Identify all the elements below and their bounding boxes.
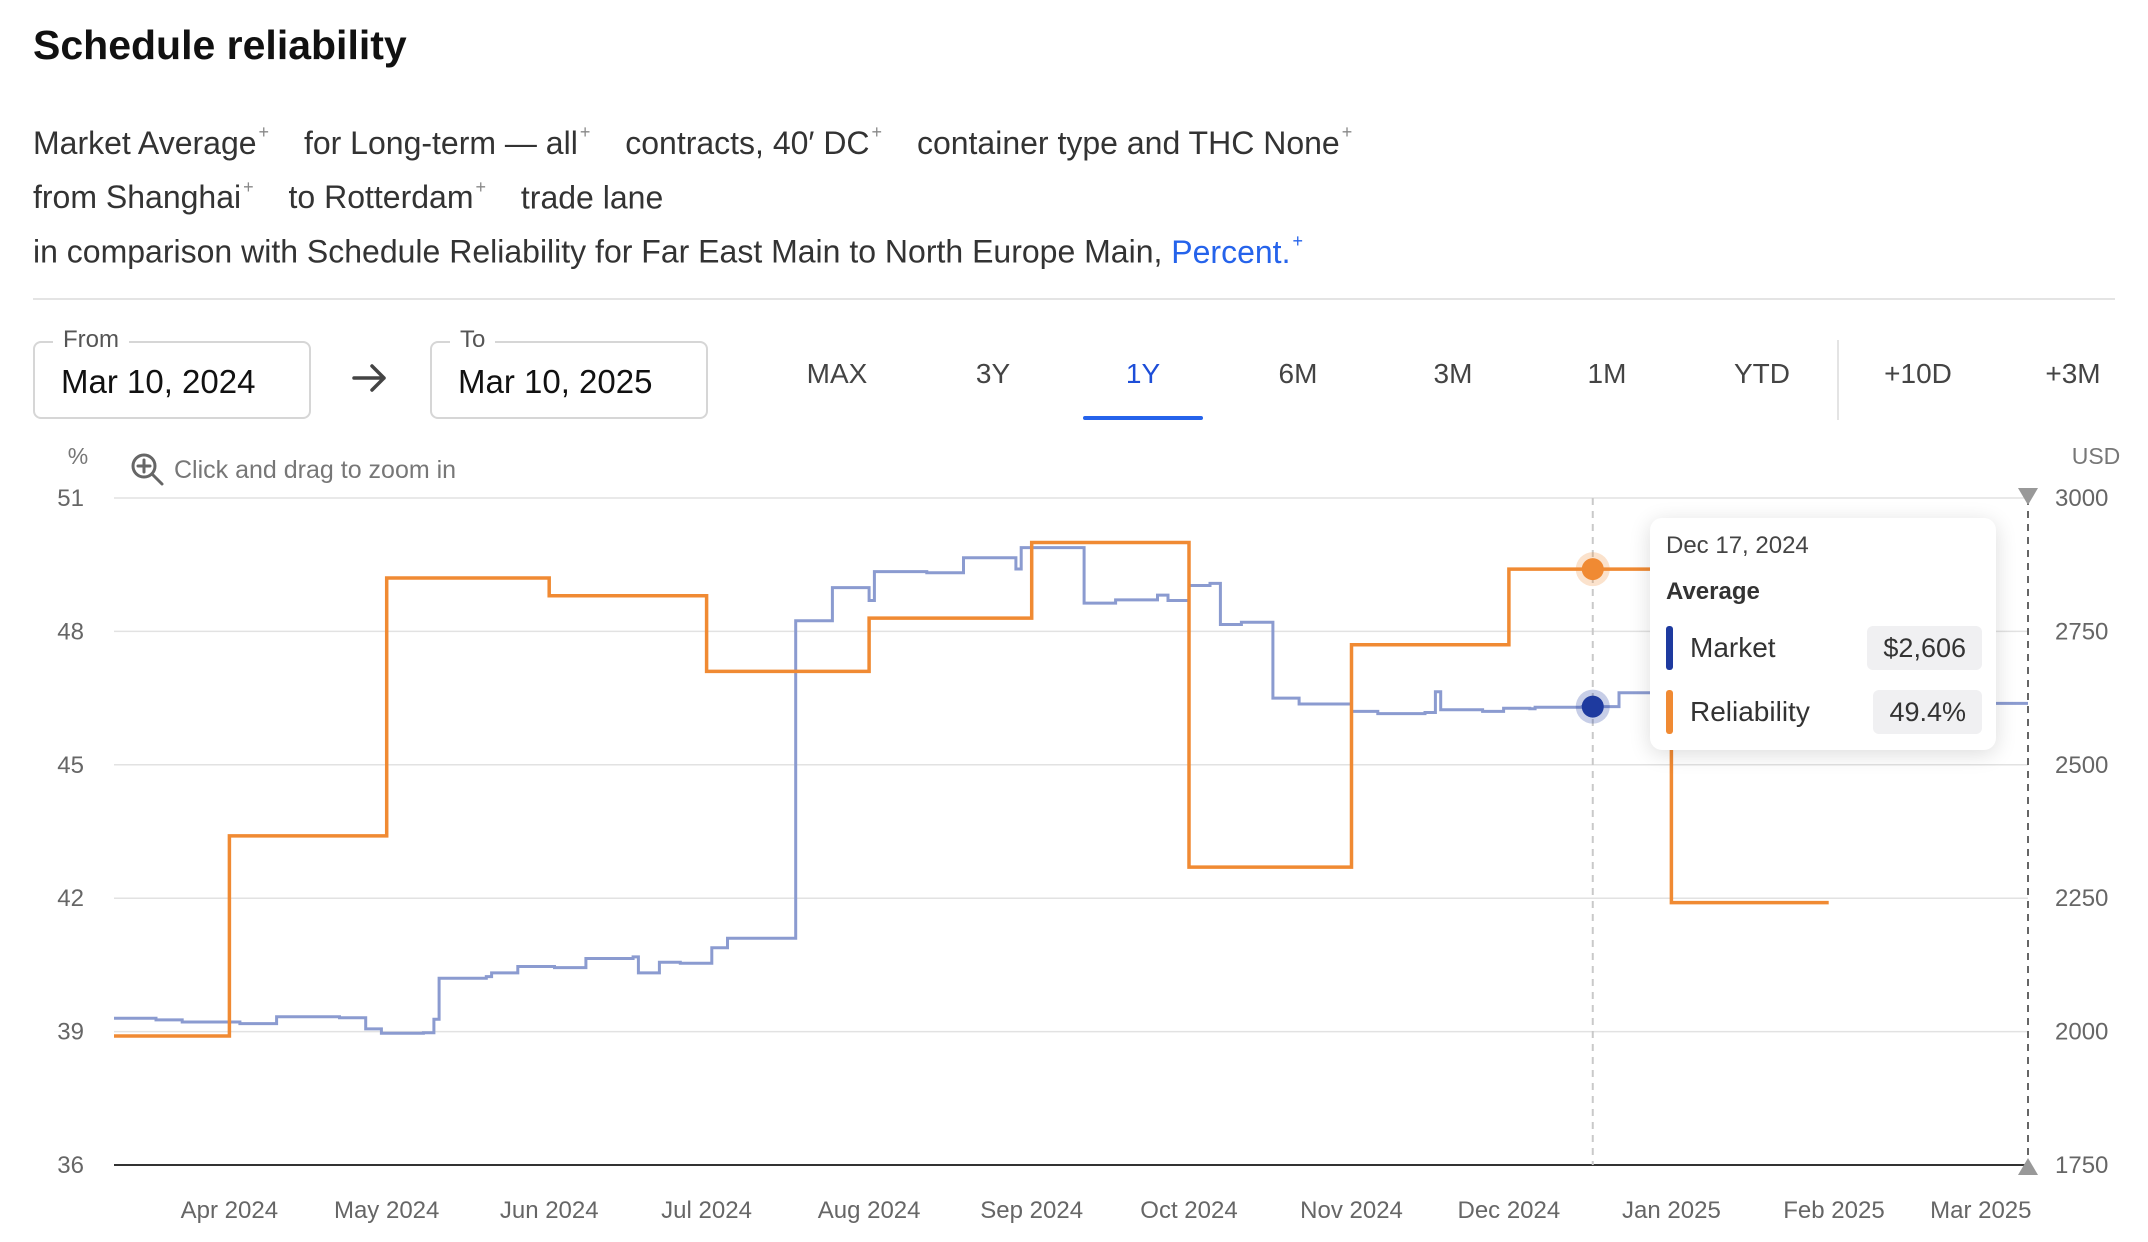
to-date-value[interactable]: Mar 10, 2025: [458, 363, 653, 400]
from-date-field[interactable]: From Mar 10, 2024: [33, 326, 311, 419]
tooltip-series-name: Reliability: [1690, 696, 1810, 727]
chart-tooltip: Dec 17, 2024 Average Market $2,606 Relia…: [1650, 518, 1996, 750]
filter-destination[interactable]: to Rotterdam +: [288, 176, 487, 216]
page-title: Schedule reliability: [33, 22, 407, 68]
from-date-label: From: [53, 326, 129, 354]
trade-lane-text: trade lane: [520, 179, 664, 216]
range-button-ytd[interactable]: YTD: [1734, 358, 1790, 389]
x-tick-label: Feb 2025: [1783, 1197, 1884, 1224]
reliability-swatch: [1666, 690, 1673, 734]
market-marker: [1581, 695, 1604, 718]
y-right-tick-label: 2000: [2055, 1019, 2108, 1046]
from-date-value[interactable]: Mar 10, 2024: [61, 363, 256, 400]
x-tick-label: Apr 2024: [181, 1197, 278, 1224]
chart-description: Market Average + for Long-term — all + con…: [33, 112, 1378, 276]
to-date-label: To: [450, 326, 496, 354]
tooltip-series-value: 49.4%: [1873, 690, 1982, 734]
zoom-hint-text: Click and drag to zoom in: [174, 455, 457, 484]
range-button-1y[interactable]: 1Y: [1125, 358, 1161, 389]
y-left-unit: %: [68, 443, 88, 469]
y-right-tick-label: 1750: [2055, 1152, 2108, 1179]
filter-contract-type[interactable]: for Long-term — all +: [303, 122, 591, 161]
range-end-top-marker: [2018, 488, 2038, 505]
market-series-line: [114, 546, 2028, 1035]
tooltip-date: Dec 17, 2024: [1666, 532, 1809, 559]
filter-market-average[interactable]: Market Average +: [33, 122, 270, 161]
y-right-tick-label: 2750: [2055, 618, 2108, 645]
description-line-3: in comparison with Schedule Reliability …: [33, 221, 1378, 276]
chart-plot[interactable]: 36 39 42 45 48 51 1750 2000 2250 2500 2750 3000% USD…: [0, 430, 2148, 1242]
filter-container-type[interactable]: contracts, 40′ DC +: [625, 122, 883, 161]
divider: [33, 298, 2115, 300]
y-right-tick-label: 3000: [2055, 485, 2108, 512]
tooltip-series-value: $2,606: [1867, 626, 1982, 670]
x-tick-label: Dec 2024: [1457, 1197, 1560, 1224]
x-tick-label: Oct 2024: [1140, 1197, 1237, 1224]
filter-origin[interactable]: from Shanghai +: [33, 176, 254, 216]
unit-link[interactable]: Percent. +: [1171, 231, 1303, 270]
reliability-marker: [1581, 558, 1604, 581]
y-left-tick-label: 36: [57, 1152, 84, 1179]
range-button-plus-10d[interactable]: +10D: [1884, 358, 1952, 389]
zoom-in-icon: [131, 453, 164, 486]
tooltip-heading: Average: [1666, 578, 1760, 605]
to-date-field[interactable]: To Mar 10, 2025: [430, 326, 708, 419]
range-button-6m[interactable]: 6M: [1278, 358, 1318, 389]
range-button-1m[interactable]: 1M: [1587, 358, 1627, 389]
range-end-bottom-marker: [2018, 1158, 2038, 1175]
tooltip-row-reliability: Reliability 49.4%: [1666, 688, 1982, 736]
filter-thc[interactable]: container type and THC None +: [916, 122, 1353, 161]
range-button-3y[interactable]: 3Y: [975, 358, 1011, 389]
arrow-right-icon: [352, 364, 386, 392]
y-left-tick-label: 42: [57, 885, 84, 912]
x-tick-label: Jul 2024: [661, 1197, 752, 1224]
description-line-1: Market Average + for Long-term — all + con…: [33, 112, 1378, 167]
x-tick-label: Jun 2024: [500, 1197, 599, 1224]
range-separator: [1837, 340, 1839, 420]
y-left-tick-label: 39: [57, 1019, 84, 1046]
active-range-indicator: [1083, 416, 1203, 420]
zoom-hint: Click and drag to zoom in: [130, 452, 456, 488]
y-right-unit: USD: [2072, 443, 2121, 469]
comparison-text: in comparison with Schedule Reliability …: [33, 233, 1163, 270]
y-left-tick-label: 45: [57, 752, 84, 779]
y-right-tick-label: 2500: [2055, 752, 2108, 779]
y-left-tick-label: 48: [57, 618, 84, 645]
range-button-plus-3m[interactable]: +3M: [2045, 358, 2101, 389]
range-button-3m[interactable]: 3M: [1433, 358, 1473, 389]
x-tick-label: May 2024: [334, 1197, 439, 1224]
tooltip-series-name: Market: [1690, 632, 1776, 663]
reliability-series-line: [114, 540, 1829, 1038]
x-tick-label: Aug 2024: [818, 1197, 921, 1224]
x-tick-label: Sep 2024: [980, 1197, 1083, 1224]
x-tick-label: Jan 2025: [1622, 1197, 1721, 1224]
x-tick-label: Nov 2024: [1300, 1197, 1403, 1224]
tooltip-row-market: Market $2,606: [1666, 624, 1982, 672]
description-line-2: from Shanghai + to Rotterdam + trade lane: [33, 167, 1378, 222]
y-left-tick-label: 51: [57, 485, 84, 512]
x-tick-label: Mar 2025: [1930, 1197, 2031, 1224]
y-right-tick-label: 2250: [2055, 885, 2108, 912]
market-swatch: [1666, 626, 1673, 670]
range-button-max[interactable]: MAX: [806, 358, 868, 389]
